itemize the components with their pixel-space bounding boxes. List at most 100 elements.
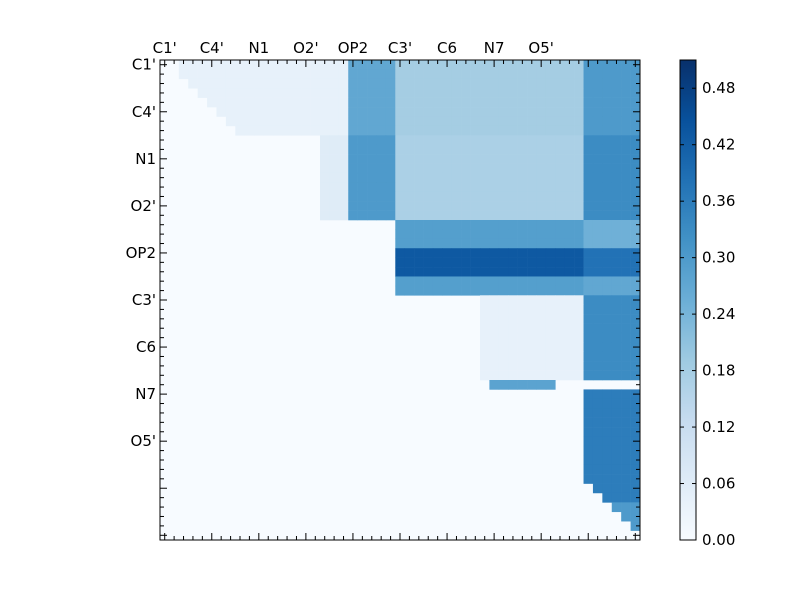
heatmap-cell bbox=[395, 78, 405, 89]
heatmap-cell bbox=[583, 427, 594, 437]
heatmap-cell bbox=[272, 125, 283, 136]
heatmap-cell bbox=[498, 69, 509, 80]
heatmap-cell bbox=[583, 210, 594, 221]
heatmap-cell bbox=[611, 163, 622, 174]
heatmap-cell bbox=[527, 351, 537, 362]
heatmap-cell bbox=[536, 201, 547, 211]
heatmap-cell bbox=[423, 154, 434, 164]
heatmap-cell bbox=[592, 323, 603, 334]
heatmap-cell bbox=[244, 60, 255, 70]
heatmap-cell bbox=[536, 267, 547, 277]
heatmap-cell bbox=[480, 191, 490, 202]
heatmap-cell bbox=[480, 276, 490, 287]
heatmap-cell bbox=[555, 210, 565, 221]
heatmap-cell bbox=[611, 78, 622, 89]
heatmap-cell bbox=[536, 314, 547, 324]
heatmap-cell bbox=[470, 107, 481, 117]
heatmap-cell bbox=[621, 483, 631, 494]
heatmap-cell bbox=[414, 276, 424, 287]
heatmap-cell bbox=[611, 314, 622, 324]
heatmap-cell bbox=[320, 172, 330, 183]
heatmap-cell bbox=[432, 276, 443, 287]
heatmap-cell bbox=[451, 154, 462, 164]
heatmap-cell bbox=[517, 182, 528, 193]
heatmap-cell bbox=[583, 97, 594, 108]
heatmap-cell bbox=[621, 427, 631, 437]
heatmap-cell bbox=[432, 248, 443, 258]
heatmap-cell bbox=[498, 144, 509, 155]
heatmap-cell bbox=[442, 210, 453, 221]
heatmap-cell bbox=[461, 88, 471, 98]
heatmap-cell bbox=[592, 332, 603, 343]
heatmap-cell bbox=[630, 210, 641, 221]
heatmap-cell bbox=[583, 408, 594, 418]
heatmap-cell bbox=[517, 69, 528, 80]
heatmap-cell bbox=[451, 125, 462, 136]
heatmap-cell bbox=[545, 351, 556, 362]
heatmap-cell bbox=[480, 88, 490, 98]
heatmap-cell bbox=[498, 238, 509, 249]
heatmap-cell bbox=[564, 248, 575, 258]
heatmap-cell bbox=[621, 116, 631, 127]
heatmap-cell bbox=[451, 276, 462, 287]
heatmap-cell bbox=[621, 332, 631, 343]
heatmap-cell bbox=[404, 220, 415, 230]
heatmap-cell bbox=[470, 135, 481, 145]
heatmap-cell bbox=[621, 60, 631, 70]
heatmap-cell bbox=[555, 88, 565, 98]
heatmap-cell bbox=[423, 163, 434, 174]
heatmap-cell bbox=[329, 210, 340, 221]
heatmap-cell bbox=[461, 229, 471, 240]
heatmap-cell bbox=[357, 191, 368, 202]
heatmap-cell bbox=[527, 380, 537, 390]
heatmap-cell bbox=[470, 125, 481, 136]
heatmap-cell bbox=[564, 154, 575, 164]
heatmap-cell bbox=[611, 182, 622, 193]
heatmap-cell bbox=[329, 201, 340, 211]
heatmap-cell bbox=[630, 332, 641, 343]
heatmap-cell bbox=[367, 69, 377, 80]
heatmap-cell bbox=[545, 267, 556, 277]
heatmap-cell bbox=[564, 314, 575, 324]
heatmap-cell bbox=[282, 88, 293, 98]
heatmap-cell bbox=[367, 125, 377, 136]
heatmap-cell bbox=[508, 248, 518, 258]
heatmap-cell bbox=[508, 125, 518, 136]
heatmap-cell bbox=[536, 332, 547, 343]
heatmap-cell bbox=[527, 144, 537, 155]
heatmap-cell bbox=[630, 417, 641, 428]
heatmap-cell bbox=[517, 361, 528, 371]
heatmap-cell bbox=[602, 220, 613, 230]
heatmap-cell bbox=[592, 267, 603, 277]
colorbar-tick-label: 0.12 bbox=[702, 418, 735, 436]
heatmap-cell bbox=[404, 172, 415, 183]
heatmap-cell bbox=[508, 172, 518, 183]
y-tick-label: C6 bbox=[136, 338, 156, 356]
heatmap-cell bbox=[470, 60, 481, 70]
heatmap-cell bbox=[404, 60, 415, 70]
heatmap-cell bbox=[602, 342, 613, 353]
heatmap-cell bbox=[489, 69, 500, 80]
heatmap-cell bbox=[301, 88, 311, 98]
heatmap-cell bbox=[244, 88, 255, 98]
heatmap-cell bbox=[423, 144, 434, 155]
heatmap-cell bbox=[564, 220, 575, 230]
heatmap-cell bbox=[470, 220, 481, 230]
heatmap-cell bbox=[517, 285, 528, 296]
heatmap-cell bbox=[621, 417, 631, 428]
heatmap-cell bbox=[498, 60, 509, 70]
heatmap-cell bbox=[574, 135, 584, 145]
heatmap-cell bbox=[527, 304, 537, 315]
heatmap-cell bbox=[225, 69, 236, 80]
heatmap-cell bbox=[621, 135, 631, 145]
heatmap-cell bbox=[376, 182, 387, 193]
heatmap-cell bbox=[470, 229, 481, 240]
heatmap-cell bbox=[367, 210, 377, 221]
heatmap-cell bbox=[611, 220, 622, 230]
heatmap-cell bbox=[320, 163, 330, 174]
heatmap-cell bbox=[630, 511, 641, 522]
heatmap-cell bbox=[621, 314, 631, 324]
heatmap-cell bbox=[630, 267, 641, 277]
heatmap-cell bbox=[451, 285, 462, 296]
heatmap-cell bbox=[630, 492, 641, 503]
